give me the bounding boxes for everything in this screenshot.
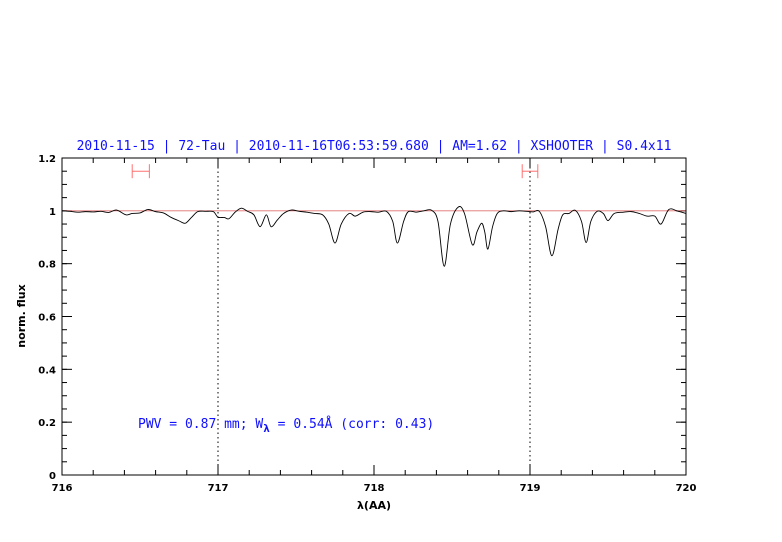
y-tick-labels: 0 0.2 0.4 0.6 0.8 1 1.2: [38, 154, 56, 482]
x-tick-label: 719: [520, 483, 541, 494]
y-tick-label: 0.2: [38, 418, 56, 429]
chart-title: 2010-11-15 | 72-Tau | 2010-11-16T06:53:5…: [77, 139, 672, 154]
x-tick-label: 716: [52, 483, 73, 494]
y-axis-label: norm. flux: [15, 284, 28, 347]
spectrum-line: [61, 206, 687, 267]
y-tick-label: 1: [49, 207, 56, 218]
range-markers: [131, 164, 539, 179]
pwv-annotation: PWV = 0.87 mm; Wλ = 0.54Å (corr: 0.43): [138, 416, 434, 435]
plot-frame: [61, 157, 687, 476]
x-tick-labels: 716 717 718 719 720: [52, 483, 697, 494]
x-tick-label: 720: [676, 483, 697, 494]
y-tick-label: 0: [49, 471, 56, 482]
dotted-reference-lines: [217, 158, 531, 475]
x-tick-label: 717: [208, 483, 229, 494]
y-tick-label: 0.6: [38, 313, 56, 324]
x-tick-label: 718: [364, 483, 385, 494]
x-axis-label: λ(AA): [357, 499, 391, 512]
y-tick-label: 0.4: [38, 365, 56, 376]
y-tick-label: 1.2: [38, 154, 56, 165]
y-tick-label: 0.8: [38, 260, 56, 271]
